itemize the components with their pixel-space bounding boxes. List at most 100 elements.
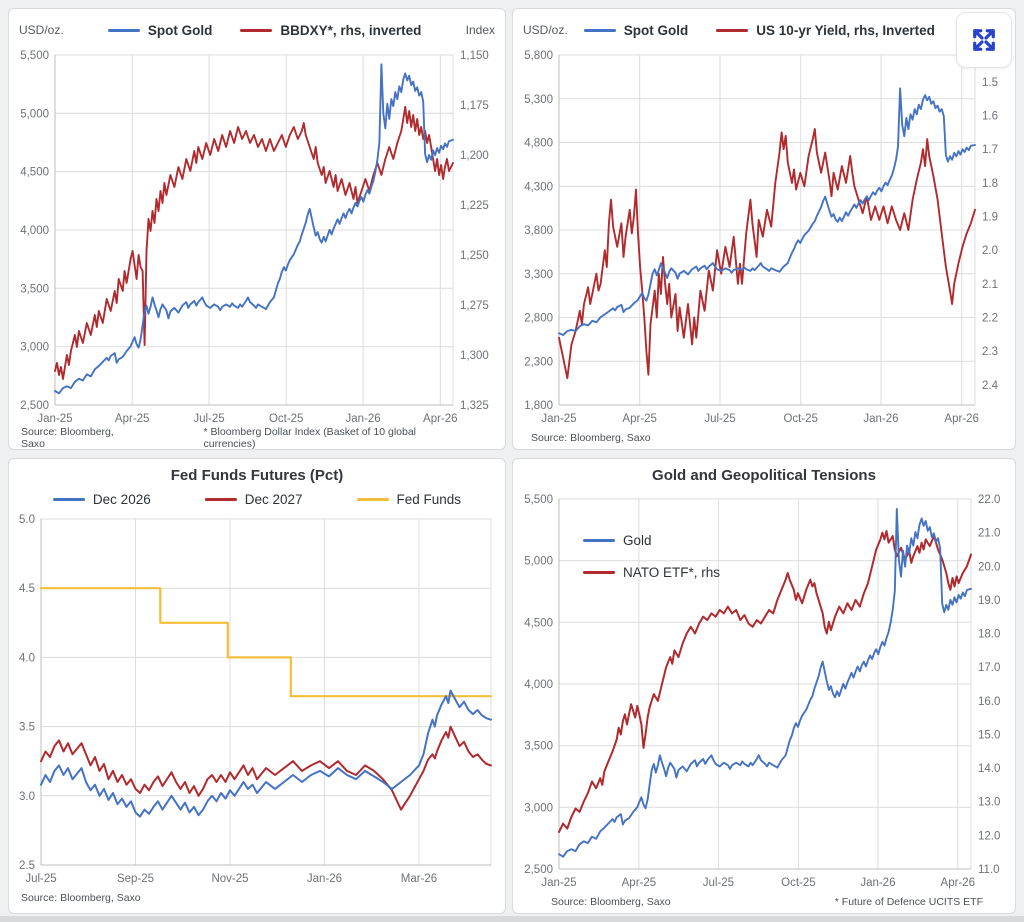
right-tick-label: 12.0 xyxy=(978,830,1000,842)
series-lines xyxy=(54,63,454,395)
right-tick-label: 1,275 xyxy=(460,300,489,312)
series-lines xyxy=(39,587,493,818)
legend-item-dec-2026: Dec 2026 xyxy=(52,492,151,507)
axis-tick-labels: 5,500 5,000 4,500 4,000 3,500 3,000 2,500 22.0 2… xyxy=(524,494,1000,889)
gridlines xyxy=(40,518,491,866)
legend-label-us10y: US 10-yr Yield, rhs, Inverted xyxy=(756,22,935,38)
right-tick-label: 19.0 xyxy=(978,595,1000,607)
legend-swatch-bbdxy xyxy=(240,28,273,32)
x-tick-label: Jan-25 xyxy=(37,413,72,425)
right-tick-label: 2.3 xyxy=(982,346,998,358)
left-tick-label: 2,300 xyxy=(524,356,553,368)
axis-tick-labels: 5,500 5,000 4,500 4,000 3,500 3,000 2,500 1,150… xyxy=(20,50,489,425)
legend: Spot Gold BBDXY*, rhs, inverted xyxy=(64,23,466,38)
left-tick-label: 2,500 xyxy=(524,864,553,876)
x-tick-label: Apr-26 xyxy=(423,413,458,425)
left-tick-label: 5,000 xyxy=(524,556,553,568)
x-tick-label: Apr-26 xyxy=(944,413,979,425)
legend-label-gold: Gold xyxy=(623,533,652,548)
left-tick-label: 2,800 xyxy=(524,313,553,325)
series-spot-gold xyxy=(54,63,454,395)
x-tick-label: Jul-25 xyxy=(25,873,56,885)
right-tick-label: 2.2 xyxy=(982,313,998,325)
right-tick-label: 1,325 xyxy=(460,400,489,412)
x-tick-label: Jan-26 xyxy=(863,413,898,425)
left-tick-label: 3,300 xyxy=(524,269,553,281)
right-tick-label: 2.1 xyxy=(982,279,998,291)
left-axis-unit: USD/oz. xyxy=(523,23,568,37)
legend-swatch-spot-gold xyxy=(583,28,616,32)
series-lines xyxy=(558,507,972,858)
right-tick-label: 1.6 xyxy=(982,111,998,123)
x-tick-label: Jul-25 xyxy=(193,413,224,425)
left-tick-label: 3.0 xyxy=(19,791,35,803)
x-tick-label: Apr-25 xyxy=(115,413,150,425)
right-tick-label: 1.8 xyxy=(982,178,998,190)
legend-swatch-dec-2026 xyxy=(52,497,85,501)
right-tick-label: 11.0 xyxy=(978,864,1000,876)
x-tick-label: Jan-26 xyxy=(860,877,895,889)
right-tick-label: 22.0 xyxy=(978,494,1000,506)
x-tick-label: Apr-25 xyxy=(622,413,657,425)
x-tick-label: Jan-25 xyxy=(541,413,576,425)
page-divider xyxy=(0,916,1024,922)
chart-header: USD/oz. Spot Gold US 10-yr Yield, rhs, In… xyxy=(513,9,1015,47)
legend-item-bbdxy: BBDXY*, rhs, inverted xyxy=(240,23,421,38)
left-tick-label: 4,300 xyxy=(524,181,553,193)
x-tick-label: Sep-25 xyxy=(117,873,154,885)
left-tick-label: 3,500 xyxy=(524,741,553,753)
legend-label-spot-gold: Spot Gold xyxy=(147,22,213,38)
left-tick-label: 5,000 xyxy=(20,108,49,120)
legend-swatch-spot-gold xyxy=(107,28,140,32)
x-tick-label: Jul-25 xyxy=(704,413,735,425)
series-bbdxy xyxy=(54,106,454,380)
left-tick-label: 2,500 xyxy=(20,400,49,412)
right-tick-label: 13.0 xyxy=(978,797,1000,809)
x-tick-label: Apr-26 xyxy=(941,877,976,889)
legend-label-nato-etf: NATO ETF*, rhs xyxy=(623,565,721,580)
legend-item-gold: Gold xyxy=(583,533,720,548)
left-tick-label: 5,300 xyxy=(524,94,553,106)
legend-label-dec-2027: Dec 2027 xyxy=(244,491,303,507)
x-tick-label: Apr-25 xyxy=(622,877,657,889)
plot-gold-vs-10y: 5,800 5,300 4,800 4,300 3,800 3,300 2,800 2,300… xyxy=(524,50,998,425)
right-tick-label: 2.0 xyxy=(982,245,998,257)
plot-gold-vs-bbdxy: 5,500 5,000 4,500 4,000 3,500 3,000 2,500 1,150… xyxy=(20,50,489,425)
expand-button[interactable] xyxy=(956,12,1012,68)
left-tick-label: 4,500 xyxy=(524,617,553,629)
legend-item-us10y: US 10-yr Yield, rhs, Inverted xyxy=(716,23,935,38)
left-tick-label: 4,000 xyxy=(524,679,553,691)
left-tick-label: 5,500 xyxy=(524,494,553,506)
right-tick-label: 21.0 xyxy=(978,528,1000,540)
right-tick-label: 18.0 xyxy=(978,629,1000,641)
legend-item-spot-gold: Spot Gold xyxy=(107,22,213,38)
x-tick-label: Oct-25 xyxy=(269,413,304,425)
right-tick-label: 1.5 xyxy=(982,77,998,89)
left-tick-label: 3,000 xyxy=(20,342,49,354)
legend-item-dec-2027: Dec 2027 xyxy=(204,491,303,507)
expand-icon xyxy=(973,29,995,51)
plot-border xyxy=(40,518,492,866)
source-text: Source: Bloomberg, Saxo xyxy=(531,432,651,444)
plot-gold-geopolitics: 5,500 5,000 4,500 4,000 3,500 3,000 2,500 22.0 2… xyxy=(524,494,1000,889)
legend-label-bbdxy: BBDXY*, rhs, inverted xyxy=(280,22,422,38)
right-tick-label: 15.0 xyxy=(978,730,1000,742)
right-tick-label: 1,250 xyxy=(460,250,489,262)
footnote-text: * Bloomberg Dollar Index (Basket of 10 g… xyxy=(203,426,416,450)
left-tick-label: 4,800 xyxy=(524,138,553,150)
axis-lines xyxy=(558,499,971,870)
right-tick-label: 17.0 xyxy=(978,662,1000,674)
left-tick-label: 1,800 xyxy=(524,400,553,412)
footnote-text: * Future of Defence UCITS ETF xyxy=(834,896,983,908)
x-tick-label: Oct-25 xyxy=(781,877,816,889)
right-tick-label: 1,200 xyxy=(460,150,489,162)
series-nato-etf xyxy=(558,530,972,833)
legend: Gold NATO ETF*, rhs xyxy=(583,533,720,580)
left-tick-label: 4.0 xyxy=(19,652,35,664)
source-text: Source: Bloomberg, Saxo xyxy=(21,426,114,450)
legend-swatch-dec-2027 xyxy=(204,497,237,501)
legend-swatch-nato-etf xyxy=(583,571,615,574)
chart-title: Gold and Geopolitical Tensions xyxy=(652,467,876,484)
x-tick-label: Mar-26 xyxy=(401,873,437,885)
